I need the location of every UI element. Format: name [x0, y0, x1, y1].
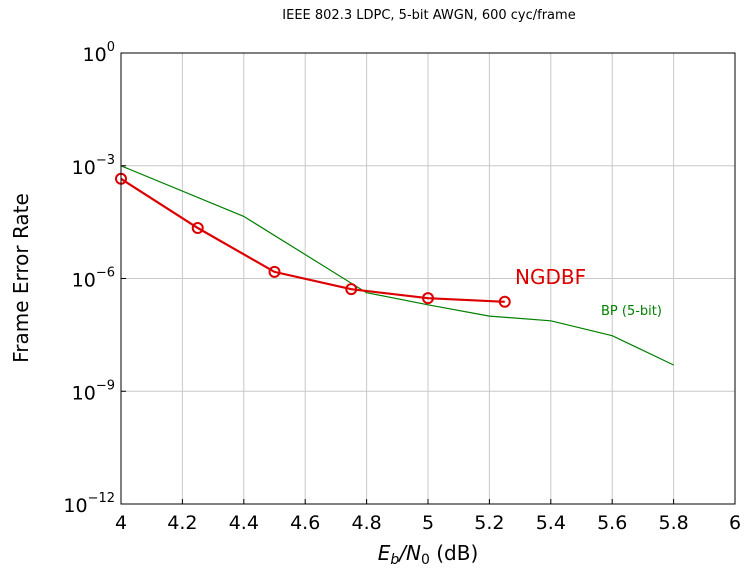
x-axis-label: Eb/N0 (dB) [378, 541, 479, 568]
chart-title: IEEE 802.3 LDPC, 5-bit AWGN, 600 cyc/fra… [282, 8, 575, 23]
x-tick-label: 5.8 [658, 512, 688, 534]
data-point-ngdbf [268, 265, 281, 278]
x-tick-label: 5.6 [597, 512, 627, 534]
data-point-ngdbf [422, 292, 434, 305]
data-point-ngdbf [191, 222, 204, 235]
x-tick-label: 4 [115, 512, 127, 534]
series-line-ngdbf [120, 177, 505, 303]
x-tick-label: 5 [422, 512, 434, 534]
x-tick-label: 4.6 [290, 512, 320, 534]
x-tick-label: 6 [729, 512, 741, 534]
x-tick-label: 5.2 [474, 512, 504, 534]
tick-labels: 4 4.2 4.4 4.6 4.8 5 5.2 5.4 5.6 5.8 6 100 10−3 10−6 10… [63, 40, 741, 534]
data-point-ngdbf [498, 295, 511, 308]
x-tick-label: 4.4 [229, 512, 259, 534]
y-axis-label: Frame Error Rate [9, 193, 33, 363]
series-line-bp-5-bit [120, 165, 674, 366]
legend-label-ngdbf: NGDBF [515, 265, 586, 289]
x-tick-label: 4.8 [351, 512, 381, 534]
grid-lines [121, 53, 735, 504]
y-tick-label: 10−3 [72, 153, 115, 179]
x-tick-label: 5.4 [536, 512, 566, 534]
y-tick-label: 10−9 [72, 378, 115, 404]
y-tick-label: 10−6 [72, 266, 115, 292]
x-tick-label: 4.2 [167, 512, 197, 534]
legend-label-bp: BP (5-bit) [601, 304, 662, 319]
y-tick-label: 100 [83, 40, 115, 66]
data-point-ngdbf [345, 283, 358, 296]
y-tick-label: 10−12 [63, 491, 115, 517]
series-layer [115, 165, 674, 366]
